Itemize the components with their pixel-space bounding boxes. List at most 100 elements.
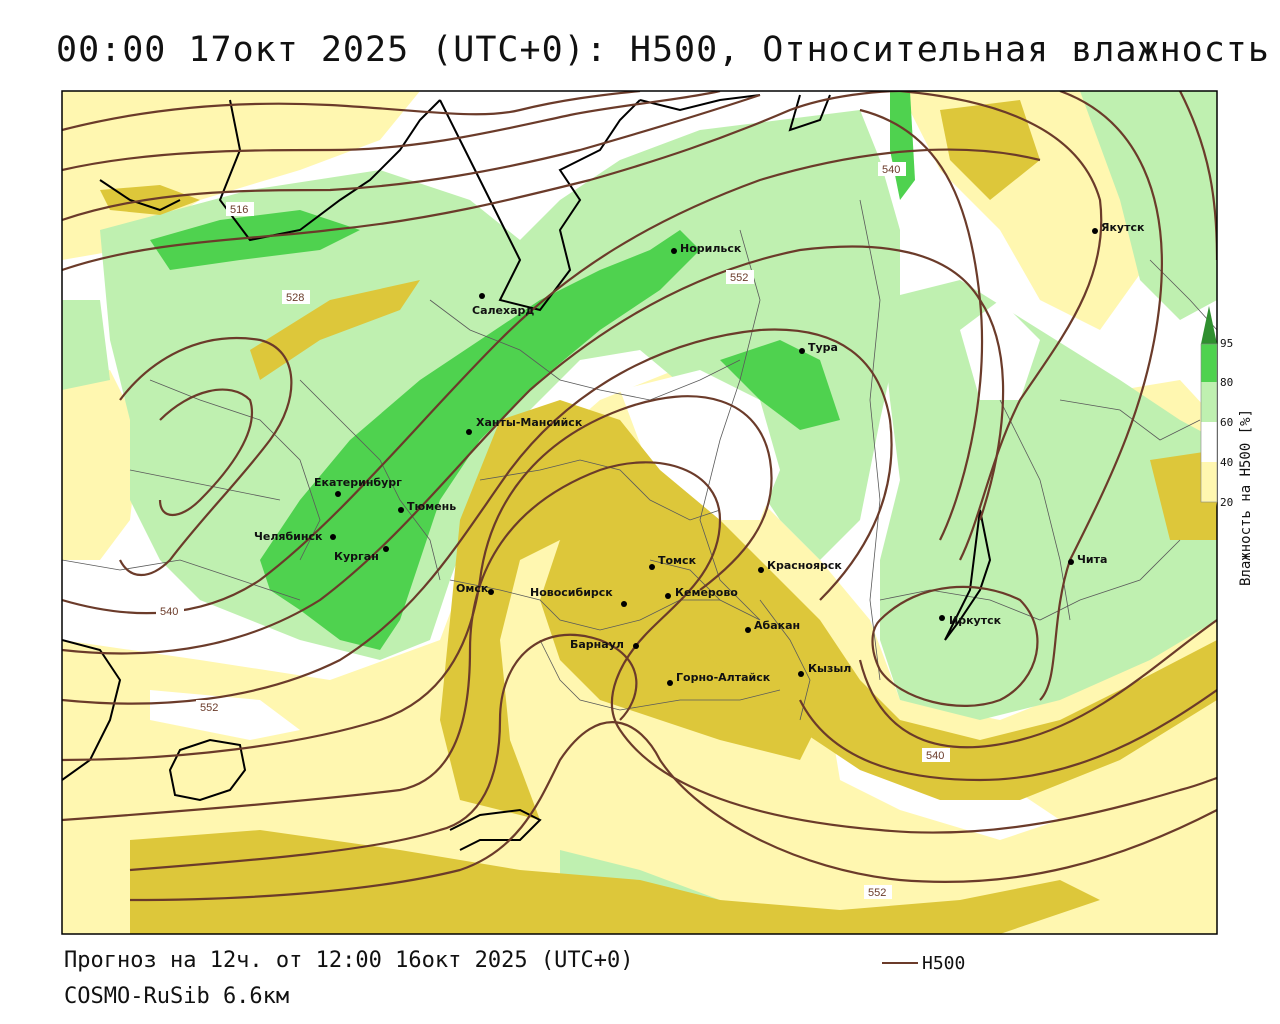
svg-text:Томск: Томск [658, 554, 697, 567]
colorbar-80-95 [1201, 344, 1217, 382]
colorbar-tick: 20 [1220, 496, 1233, 509]
cities: Норильск Якутск Салехард Тура Ханты-Манс… [254, 221, 1145, 686]
humidity-lt20-area [130, 830, 1100, 934]
city-omsk: Омск [456, 582, 494, 595]
h500-contour [129, 633, 638, 872]
h500-contour [62, 461, 1217, 834]
lake-baikal [944, 509, 992, 641]
colorbar-40-60 [1201, 422, 1217, 462]
svg-text:Горно-Алтайск: Горно-Алтайск [676, 671, 771, 684]
city-yakutsk: Якутск [1092, 221, 1145, 234]
colorbar-60-80 [1201, 382, 1217, 422]
region-border [479, 459, 721, 521]
h500-contour [119, 336, 293, 576]
city-barnaul: Барнаул [570, 638, 639, 651]
humidity-80-95-area [260, 230, 700, 650]
city-khanty-mansiysk: Ханты-Мансийск [466, 416, 583, 435]
h500-contour [62, 91, 901, 272]
svg-text:Тура: Тура [808, 341, 838, 354]
lake-coast [449, 808, 542, 851]
contour-label: 552 [868, 887, 886, 899]
contour-label-bg [878, 162, 906, 176]
svg-text:Тюмень: Тюмень [407, 500, 456, 513]
city-abakan: Абакан [745, 619, 800, 633]
colorbar-tick: 40 [1220, 456, 1233, 469]
h500-contours [62, 91, 1217, 902]
forecast-info: Прогноз на 12ч. от 12:00 16окт 2025 (UTC… [64, 948, 634, 973]
contour-legend-line [882, 962, 918, 964]
h500-contour [1039, 91, 1163, 701]
model-name: COSMO-RuSib 6.6км [64, 984, 290, 1009]
svg-text:Красноярск: Красноярск [767, 559, 842, 572]
coastline [788, 94, 831, 132]
contour-labels: 516 528 540 552 540 552 540 552 [156, 162, 950, 899]
city-tyumen: Тюмень [398, 500, 456, 513]
humidity-lt20-area [440, 400, 1217, 820]
svg-text:Абакан: Абакан [754, 619, 800, 632]
svg-text:Иркутск: Иркутск [949, 614, 1002, 627]
h500-contour [62, 91, 721, 172]
svg-text:Кемерово: Кемерово [675, 586, 738, 599]
h500-contour [859, 108, 984, 541]
coastline [62, 639, 122, 781]
city-tura: Тура [799, 341, 838, 354]
city-yekaterinburg: Екатеринбург [314, 476, 402, 497]
contour-label-bg [864, 885, 892, 899]
svg-text:Салехард: Салехард [472, 304, 534, 317]
humidity-20-40-area [62, 370, 140, 560]
lake-coast [168, 738, 247, 802]
h500-contour [899, 91, 1103, 561]
coastline [218, 99, 441, 242]
contour-label: 516 [230, 204, 248, 216]
city-kemerovo: Кемерово [665, 586, 738, 599]
region-border [62, 559, 301, 601]
svg-text:Барнаул: Барнаул [570, 638, 624, 651]
humidity-60-80-area [62, 300, 110, 390]
colorbar-lt20 [1201, 502, 1217, 540]
city-norilsk: Норильск [671, 242, 742, 255]
contour-label-bg [922, 748, 950, 762]
region-border [859, 199, 881, 681]
contour-label: 540 [882, 164, 900, 176]
humidity-lt20-area [540, 540, 820, 760]
h500-contour [62, 93, 761, 222]
map-title: 00:00 17окт 2025 (UTC+0): H500, Относите… [56, 30, 1270, 70]
colorbar-tick: 60 [1220, 416, 1233, 429]
region-border [449, 579, 720, 631]
humidity-60-80-area [880, 280, 1217, 720]
city-salekhard: Салехард [472, 293, 534, 317]
h500-contour [871, 585, 1039, 707]
h500-contour [62, 245, 1005, 655]
region-border [699, 229, 761, 621]
city-kyzyl: Кызыл [798, 662, 851, 677]
contour-label: 540 [926, 750, 944, 762]
colorbar-tick: 95 [1220, 337, 1233, 350]
region-border [539, 639, 781, 711]
contour-label-bg [226, 202, 254, 216]
h500-contour [62, 328, 893, 705]
humidity-colorbar: 95 80 60 40 20 [1200, 306, 1233, 540]
h500-contour [129, 721, 1217, 902]
h500-contour [858, 619, 1217, 749]
svg-text:Челябинск: Челябинск [254, 530, 323, 543]
coastline [639, 94, 761, 112]
h500-contour [158, 388, 253, 516]
colorbar-20-40 [1201, 462, 1217, 502]
contour-label: 552 [200, 702, 218, 714]
region-border [759, 599, 811, 721]
svg-text:Якутск: Якутск [1101, 221, 1145, 234]
region-border [299, 379, 441, 581]
humidity-80-95-area [720, 340, 840, 430]
svg-text:Чита: Чита [1077, 553, 1107, 566]
svg-text:Омск: Омск [456, 582, 489, 595]
humidity-40-60-area [150, 690, 300, 740]
city-gorno-altaysk: Горно-Алтайск [667, 671, 771, 686]
contour-label-bg [726, 270, 754, 284]
svg-text:Новосибирск: Новосибирск [530, 586, 613, 599]
region-border [429, 299, 741, 401]
contour-label-bg [196, 700, 224, 714]
city-chelyabinsk: Челябинск [254, 530, 336, 543]
h500-contour [62, 148, 1041, 615]
humidity-60-80-area [1080, 91, 1217, 320]
city-novosibirsk: Новосибирск [530, 586, 627, 607]
